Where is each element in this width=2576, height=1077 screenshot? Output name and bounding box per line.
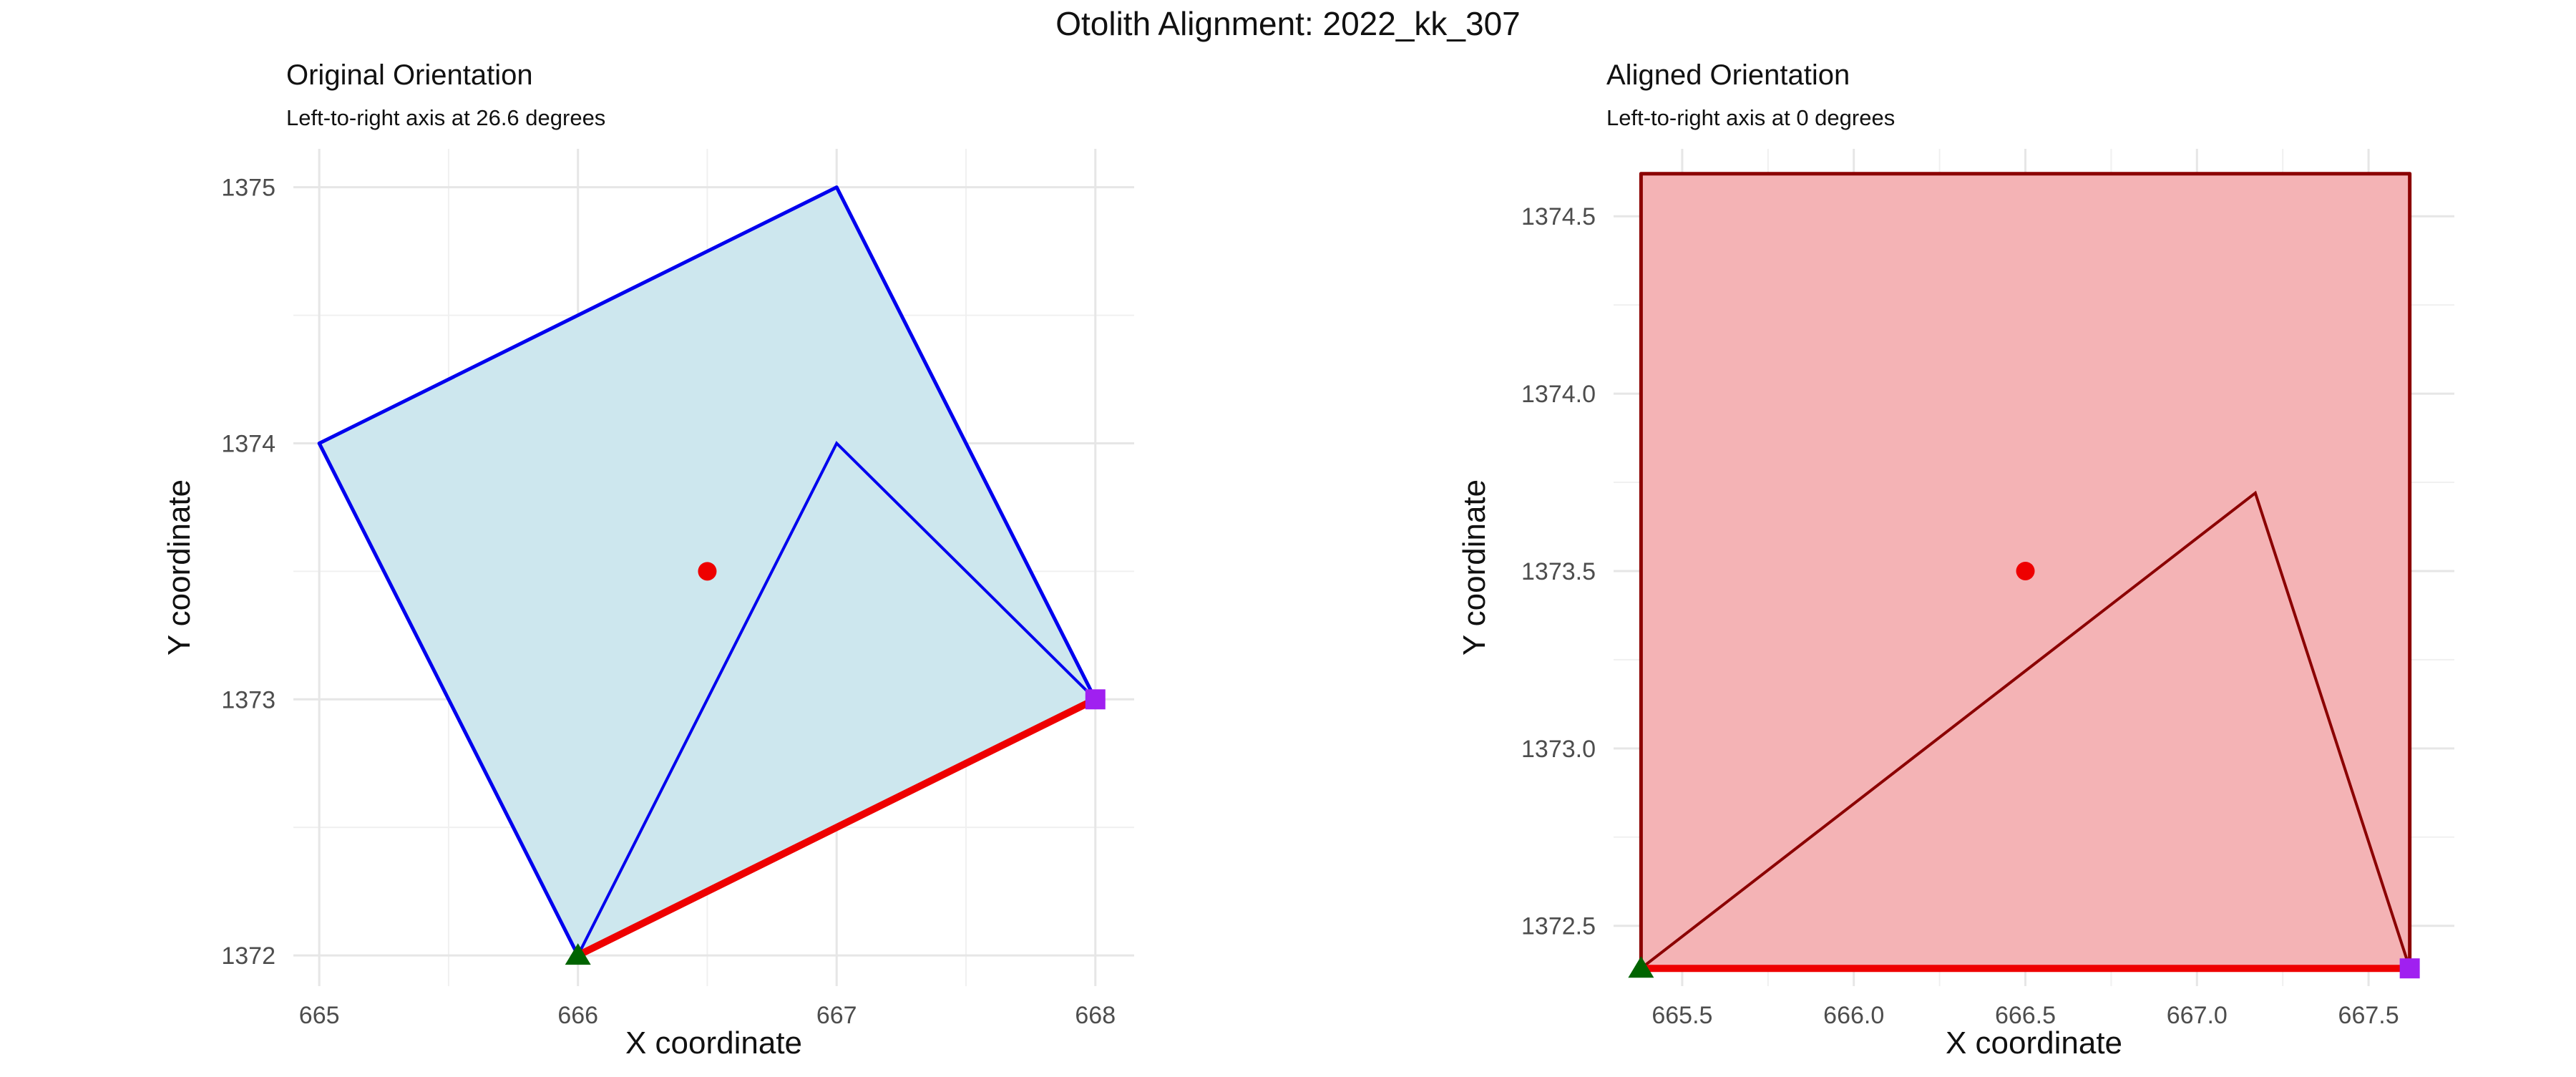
left-right-axis-line	[576, 696, 1097, 959]
y-tick-label: 1373	[221, 686, 275, 713]
x-tick-label: 666.5	[1995, 1002, 2056, 1029]
start-point-triangle	[1628, 956, 1654, 978]
x-tick-label: 666	[557, 1002, 598, 1029]
start-point-triangle	[565, 943, 591, 965]
centroid-point	[698, 562, 717, 581]
panel-2: 665.5 666.0 666.5 667.0 667.5 1372.5 1373.0 137…	[1457, 59, 2454, 1061]
y-tick-label: 1374.5	[1521, 203, 1596, 230]
figure-title: Otolith Alignment: 2022_kk_307	[1055, 5, 1521, 42]
centroid-point	[2016, 561, 2035, 580]
x-tick-label: 665	[299, 1002, 340, 1029]
panel-1: 665 666 667 668 1372 1373 1374 1375 X coordinate…	[162, 59, 1134, 1061]
x-axis-label: X coordinate	[1946, 1025, 2122, 1061]
x-tick-label: 667.0	[2167, 1002, 2228, 1029]
end-point-square	[2399, 958, 2420, 979]
panel-title: Original Orientation	[286, 59, 533, 91]
y-tick-label: 1375	[221, 175, 275, 202]
y-tick-label: 1374	[221, 430, 275, 457]
y-tick-label: 1373.0	[1521, 736, 1596, 763]
y-axis-label: Y coordinate	[1457, 479, 1492, 656]
y-tick-label: 1374.0	[1521, 381, 1596, 408]
otolith-inner-path	[1640, 490, 2411, 970]
end-point-square	[1085, 689, 1106, 710]
x-tick-label: 665.5	[1652, 1002, 1712, 1029]
otolith-inner-path	[576, 441, 1097, 956]
panel-title: Aligned Orientation	[1606, 59, 1850, 91]
x-tick-label: 668	[1075, 1002, 1116, 1029]
x-tick-label: 667	[816, 1002, 857, 1029]
panel-subtitle: Left-to-right axis at 0 degrees	[1606, 105, 1895, 130]
x-tick-label: 667.5	[2338, 1002, 2399, 1029]
y-tick-label: 1372	[221, 942, 275, 970]
x-tick-label: 666.0	[1823, 1002, 1884, 1029]
y-tick-label: 1372.5	[1521, 913, 1596, 940]
x-axis-label: X coordinate	[625, 1025, 802, 1061]
y-tick-label: 1373.5	[1521, 558, 1596, 585]
y-axis-label: Y coordinate	[162, 479, 197, 656]
panel-subtitle: Left-to-right axis at 26.6 degrees	[286, 105, 605, 130]
